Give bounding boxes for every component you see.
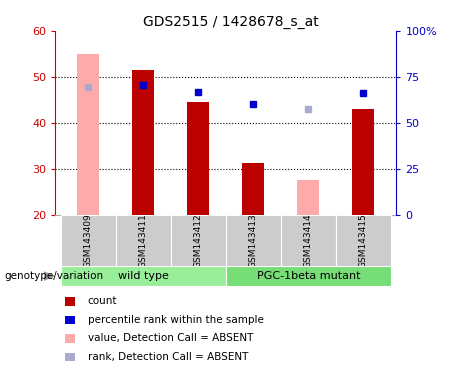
- Text: wild type: wild type: [118, 271, 169, 281]
- Bar: [226, 266, 391, 286]
- Text: rank, Detection Call = ABSENT: rank, Detection Call = ABSENT: [88, 352, 248, 362]
- Bar: [61, 215, 116, 267]
- Text: GSM143413: GSM143413: [249, 214, 258, 268]
- Bar: [132, 70, 154, 215]
- Text: GSM143409: GSM143409: [84, 214, 93, 268]
- Bar: [77, 54, 99, 215]
- Text: percentile rank within the sample: percentile rank within the sample: [88, 315, 264, 325]
- Bar: [187, 102, 209, 215]
- Bar: [226, 215, 281, 267]
- Bar: [242, 164, 265, 215]
- Polygon shape: [44, 271, 55, 281]
- Bar: [297, 180, 319, 215]
- Text: GSM143412: GSM143412: [194, 214, 203, 268]
- Text: value, Detection Call = ABSENT: value, Detection Call = ABSENT: [88, 333, 253, 343]
- Text: count: count: [88, 296, 117, 306]
- Text: PGC-1beta mutant: PGC-1beta mutant: [257, 271, 360, 281]
- Bar: [336, 215, 391, 267]
- Bar: [61, 266, 226, 286]
- Bar: [116, 215, 171, 267]
- Text: GDS2515 / 1428678_s_at: GDS2515 / 1428678_s_at: [142, 15, 319, 29]
- Text: genotype/variation: genotype/variation: [5, 271, 104, 281]
- Text: GSM143415: GSM143415: [359, 214, 368, 268]
- Text: GSM143411: GSM143411: [139, 214, 148, 268]
- Text: GSM143414: GSM143414: [304, 214, 313, 268]
- Bar: [171, 215, 226, 267]
- Bar: [353, 109, 374, 215]
- Bar: [281, 215, 336, 267]
